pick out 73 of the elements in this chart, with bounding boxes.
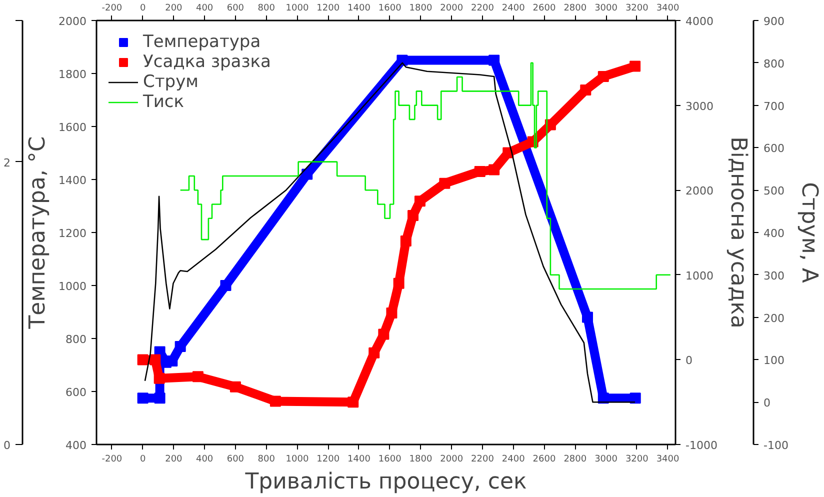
x2-tick-label: 1000: [286, 454, 309, 464]
x2-tick-label: 2800: [564, 454, 587, 464]
legend-label: Тиск: [143, 92, 184, 112]
x-tick-label: 200: [165, 4, 183, 14]
x2-tick-label: 2000: [440, 454, 464, 464]
y3-tick-label: 100: [764, 354, 784, 368]
y3-tick-label: 900: [764, 15, 784, 28]
x2-tick-label: 600: [226, 454, 244, 464]
x-tick-label: 2800: [564, 4, 587, 14]
y-tick-label: 1800: [58, 68, 87, 81]
x2-tick-label: 1600: [378, 454, 402, 464]
x2-tick-label: 1400: [348, 454, 371, 464]
x2-tick-label: 200: [165, 454, 183, 464]
x-tick-label: 0: [140, 4, 146, 14]
y2-tick-label: 1000: [686, 269, 714, 282]
y3-tick-label: 600: [764, 142, 784, 156]
x2-tick-label: 1800: [409, 454, 432, 464]
y3-tick-label: 700: [764, 100, 784, 113]
y2-tick-label: 0: [686, 354, 692, 368]
x-tick-label: 3400: [656, 4, 680, 14]
y-tick-label: 800: [66, 333, 87, 346]
x-tick-label: 2600: [532, 4, 556, 14]
y-tick-label: 400: [66, 439, 87, 452]
y3-tick-label: 200: [764, 312, 784, 325]
x2-tick-label: 2200: [471, 454, 494, 464]
x-tick-label: 400: [196, 4, 214, 14]
y-tick-label: 2: [4, 156, 10, 170]
x2-tick-label: 2600: [532, 454, 556, 464]
x-axis-title: Тривалість процесу, сек: [244, 470, 527, 494]
x2-tick-label: 400: [196, 454, 214, 464]
y2-tick-label: -1000: [686, 439, 718, 452]
x2-tick-label: 2400: [502, 454, 526, 464]
x-tick-label: -200: [102, 4, 122, 14]
x2-tick-label: 800: [258, 454, 276, 464]
x2-tick-label: 3200: [625, 454, 649, 464]
x-tick-label: 1000: [286, 4, 309, 14]
y-tick-label: 1400: [58, 174, 87, 187]
y-tick-label: 1000: [58, 280, 87, 293]
x-tick-label: 2000: [440, 4, 464, 14]
y2-tick-label: 4000: [686, 15, 714, 28]
y3-tick-label: 300: [764, 269, 784, 282]
legend-label: Температура: [143, 32, 261, 52]
legend-label: Струм: [143, 72, 198, 92]
x-tick-label: 1200: [316, 4, 340, 14]
y3-tick-label: 800: [764, 57, 784, 70]
x-tick-label: 600: [226, 4, 244, 14]
x-tick-label: 1400: [348, 4, 371, 14]
y3-tick-label: 400: [764, 227, 784, 240]
y2-tick-label: 2000: [686, 184, 714, 198]
legend-label: Усадка зразка: [143, 52, 271, 72]
x-tick-label: 3200: [625, 4, 649, 14]
y-tick-label: 1600: [58, 121, 87, 134]
y3-tick-label: -100: [764, 439, 788, 452]
x-tick-label: 800: [258, 4, 276, 14]
x2-tick-label: 0: [140, 454, 146, 464]
x2-tick-label: 3400: [656, 454, 680, 464]
y2-axis-title: Відносна усадка: [725, 136, 750, 328]
y-tick-label: 2000: [58, 15, 87, 28]
x-tick-label: 1800: [409, 4, 432, 14]
y-tick-label: 1200: [58, 227, 87, 240]
x-tick-label: 2400: [502, 4, 526, 14]
y3-tick-label: 0: [764, 396, 770, 410]
x2-tick-label: 3000: [594, 454, 618, 464]
x-tick-label: 2200: [471, 4, 494, 14]
y3-tick-label: 500: [764, 184, 784, 198]
x-tick-label: 1600: [378, 4, 402, 14]
x-tick-label: 3000: [594, 4, 618, 14]
y2-tick-label: 3000: [686, 100, 714, 113]
x2-tick-label: 1200: [316, 454, 340, 464]
y-tick-label: 600: [66, 386, 87, 399]
y-axis-title: Температура, °C: [26, 136, 51, 330]
y3-axis-title: Струм, А: [796, 182, 822, 283]
x2-tick-label: -200: [102, 454, 122, 464]
